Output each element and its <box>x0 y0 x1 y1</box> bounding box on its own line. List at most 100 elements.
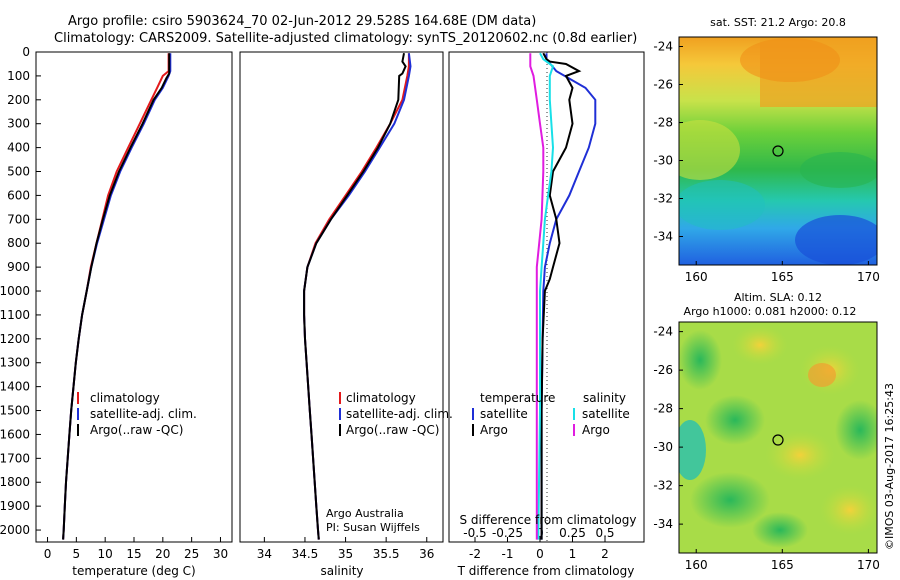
salinity-plot-frame <box>239 51 444 543</box>
sla-map-panel: Altim. SLA: 0.12 Argo h1000: 0.081 h2000… <box>653 291 879 572</box>
legend-label-satellite: satellite-adj. clim. <box>346 407 453 421</box>
legend-header-temperature: temperature <box>480 391 555 405</box>
y-tick-label: 500 <box>7 165 30 179</box>
map-y-tick-label: -26 <box>653 363 673 377</box>
series-line-satellite <box>537 52 555 540</box>
salinity-series <box>303 53 412 540</box>
x-tick-label: 36 <box>419 547 434 561</box>
legend-label-t-satellite: satellite <box>480 407 528 421</box>
top-tick-label: 0 <box>536 526 544 540</box>
map-x-tick-label: 170 <box>857 270 880 284</box>
salinity-xlabel: salinity <box>320 564 363 578</box>
map-x-tick-label: 160 <box>685 558 708 572</box>
temperature-series <box>62 53 172 540</box>
sst-map-panel: sat. SST: 21.2 Argo: 20.8 160 165 170 -24 -2… <box>653 16 880 284</box>
x-tick-label: -1 <box>502 547 514 561</box>
copyright-footer: ©IMOS 03-Aug-2017 16:25:43 <box>883 383 896 550</box>
map-y-tick-label: -28 <box>653 116 673 130</box>
map-x-tick-label: 165 <box>771 558 794 572</box>
y-tick-label: 1800 <box>0 475 30 489</box>
x-tick-label: 2 <box>601 547 609 561</box>
sst-map-image <box>679 37 877 265</box>
series-line-argo-raw-qc- <box>62 53 171 540</box>
map-y-tick-label: -24 <box>653 325 673 339</box>
x-tick-label: 1 <box>569 547 577 561</box>
map-x-tick-label: 160 <box>685 270 708 284</box>
program-label: Argo Australia <box>326 507 404 520</box>
x-tick-label: 25 <box>184 547 199 561</box>
figure-title-line2: Climatology: CARS2009. Satellite-adjuste… <box>54 31 637 46</box>
map-y-tick-label: -34 <box>653 230 673 244</box>
map-y-tick-label: -34 <box>653 517 673 531</box>
top-tick-label: -0.5 <box>463 526 486 540</box>
legend-label-climatology: climatology <box>90 391 160 405</box>
sla-map-title-line1: Altim. SLA: 0.12 <box>734 291 822 304</box>
series-line-satellite-adj-clim- <box>303 53 412 540</box>
temperature-panel: 0100200300400500600700800900100011001200… <box>0 45 233 578</box>
y-tick-label: 100 <box>7 69 30 83</box>
x-tick-label: 0 <box>536 547 544 561</box>
map-y-tick-label: -32 <box>653 479 673 493</box>
y-tick-label: 400 <box>7 141 30 155</box>
temperature-legend: climatology satellite-adj. clim. Argo(..… <box>77 391 197 437</box>
x-tick-label: 0 <box>44 547 52 561</box>
top-tick-label: 0.5 <box>595 526 614 540</box>
y-tick-label: 1900 <box>0 499 30 513</box>
pi-label: PI: Susan Wijffels <box>326 521 420 534</box>
temperature-plot-frame <box>35 51 233 543</box>
y-tick-label: 1700 <box>0 451 30 465</box>
sla-map-axes: 160 165 170 -24 -26 -28 -30 -32 -34 <box>653 325 879 572</box>
map-x-tick-label: 170 <box>857 558 880 572</box>
x-tick-label: 35 <box>338 547 353 561</box>
map-y-tick-label: -24 <box>653 40 673 54</box>
y-tick-label: 300 <box>7 117 30 131</box>
y-tick-label: 600 <box>7 188 30 202</box>
map-y-tick-label: -28 <box>653 402 673 416</box>
map-x-tick-label: 165 <box>771 270 794 284</box>
y-tick-label: 1300 <box>0 356 30 370</box>
y-tick-label: 1600 <box>0 427 30 441</box>
difference-x-axis: -2 -1 0 1 2 -0.5 -0.25 0 0.25 0.5 <box>463 526 614 561</box>
x-tick-label: -2 <box>469 547 481 561</box>
x-tick-label: 20 <box>155 547 170 561</box>
salinity-panel: 34 34.5 35 35.5 36 salinity climatology sate… <box>239 51 453 578</box>
top-tick-label: -0.25 <box>492 526 523 540</box>
difference-panel: -2 -1 0 1 2 -0.5 -0.25 0 0.25 0.5 T difference fr… <box>448 51 645 578</box>
map-y-tick-label: -26 <box>653 78 673 92</box>
x-tick-label: 30 <box>213 547 228 561</box>
x-tick-label: 15 <box>126 547 141 561</box>
legend-label-satellite: satellite-adj. clim. <box>90 407 197 421</box>
x-tick-label: 5 <box>73 547 81 561</box>
y-tick-label: 0 <box>22 45 30 59</box>
sst-map-frame <box>678 36 878 266</box>
series-line-argo <box>529 53 545 540</box>
depth-axis: 0 100 200 300 400 500 600 700 800 900 1000 1100 1200… <box>0 45 41 537</box>
legend-header-salinity: salinity <box>583 391 626 405</box>
temperature-x-axis: 0 5 10 15 20 25 30 <box>44 537 228 561</box>
sst-map-title: sat. SST: 21.2 Argo: 20.8 <box>710 16 846 29</box>
salinity-legend: climatology satellite-adj. clim. Argo(..… <box>339 391 453 437</box>
difference-series <box>529 52 597 540</box>
y-tick-label: 700 <box>7 212 30 226</box>
map-y-tick-label: -32 <box>653 192 673 206</box>
x-tick-label: 35.5 <box>373 547 400 561</box>
x-tick-label: 34.5 <box>292 547 319 561</box>
legend-label-s-satellite: satellite <box>582 407 630 421</box>
y-tick-label: 200 <box>7 93 30 107</box>
x-tick-label: 10 <box>98 547 113 561</box>
y-tick-label: 1500 <box>0 404 30 418</box>
top-tick-label: 0.25 <box>559 526 586 540</box>
legend-label-s-argo: Argo <box>582 423 610 437</box>
figure-title-line1: Argo profile: csiro 5903624_70 02-Jun-20… <box>68 14 536 29</box>
y-tick-label: 1400 <box>0 380 30 394</box>
map-y-tick-label: -30 <box>653 154 673 168</box>
series-line-satellite-adj-clim- <box>62 53 172 540</box>
y-tick-label: 1100 <box>0 308 30 322</box>
map-y-tick-label: -30 <box>653 440 673 454</box>
sla-map-image <box>679 322 877 553</box>
y-tick-label: 2000 <box>0 523 30 537</box>
y-tick-label: 1200 <box>0 332 30 346</box>
y-tick-label: 900 <box>7 260 30 274</box>
legend-label-argo: Argo(..raw -QC) <box>346 423 439 437</box>
